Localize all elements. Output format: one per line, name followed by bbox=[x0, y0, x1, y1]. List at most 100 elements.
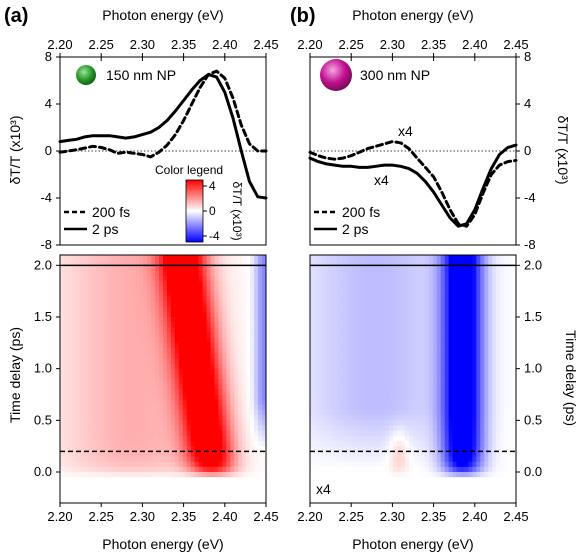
heatmap-cell bbox=[182, 286, 188, 292]
heatmap-cell bbox=[436, 410, 442, 416]
heatmap-cell bbox=[341, 394, 347, 401]
heatmap-cell bbox=[409, 317, 414, 323]
heatmap-cell bbox=[440, 311, 446, 318]
heatmap-cell bbox=[313, 301, 319, 308]
heatmap-cell bbox=[512, 379, 516, 385]
heatmap-cell bbox=[500, 441, 505, 447]
heatmap-cell bbox=[99, 410, 105, 416]
heatmap-cell bbox=[151, 358, 156, 365]
heatmap-cell bbox=[409, 311, 414, 318]
heatmap-cell bbox=[238, 430, 243, 437]
heatmap-cell bbox=[182, 342, 188, 349]
heatmap-cell bbox=[512, 327, 516, 334]
heatmap-cell bbox=[170, 348, 176, 354]
heatmap-cell bbox=[87, 270, 93, 277]
heatmap-cell bbox=[341, 384, 347, 390]
heatmap-cell bbox=[95, 322, 101, 328]
heatmap-cell bbox=[361, 446, 367, 452]
heatmap-cell bbox=[341, 477, 347, 483]
heatmap-cell bbox=[107, 446, 113, 452]
heatmap-cell bbox=[496, 306, 501, 313]
heatmap-cell bbox=[214, 410, 220, 416]
heatmap-cell bbox=[488, 456, 493, 463]
heatmap-cell bbox=[186, 306, 192, 313]
heatmap-cell bbox=[397, 451, 402, 458]
heatmap-cell bbox=[512, 441, 516, 447]
heatmap-cell bbox=[484, 497, 489, 503]
heatmap-cell bbox=[107, 327, 113, 334]
heatmap-cell bbox=[250, 441, 255, 447]
heatmap-cell bbox=[159, 451, 164, 458]
heatmap-cell bbox=[409, 430, 414, 437]
heatmap-cell bbox=[155, 399, 160, 406]
heatmap-cell bbox=[71, 466, 77, 473]
heatmap-cell bbox=[99, 342, 105, 349]
heatmap-cell bbox=[413, 435, 418, 442]
heatmap-cell bbox=[377, 441, 382, 447]
heatmap-cell bbox=[250, 353, 255, 359]
heatmap-cell bbox=[496, 363, 501, 370]
heatmap-cell bbox=[234, 441, 239, 447]
heatmap-cell bbox=[194, 451, 200, 458]
heatmap-cell bbox=[333, 296, 339, 303]
heatmap-cell bbox=[95, 472, 101, 478]
heatmap-cell bbox=[369, 358, 374, 365]
heatmap-cell bbox=[369, 348, 374, 354]
heatmap-cell bbox=[119, 399, 124, 406]
heatmap-cell bbox=[194, 492, 200, 499]
heatmap-cell bbox=[488, 353, 493, 359]
heatmap-cell bbox=[135, 332, 140, 339]
heatmap-cell bbox=[103, 441, 109, 447]
heatmap-cell bbox=[123, 389, 128, 396]
heatmap-cell bbox=[456, 260, 462, 266]
heatmap-cell bbox=[389, 337, 394, 344]
heatmap-cell bbox=[321, 379, 327, 385]
heatmap-cell bbox=[107, 420, 113, 427]
heatmap-cell bbox=[365, 379, 371, 385]
heatmap-cell bbox=[500, 482, 505, 489]
heatmap-cell bbox=[365, 451, 371, 458]
heatmap-cell bbox=[206, 260, 212, 266]
heatmap-cell bbox=[361, 301, 367, 308]
heatmap-cell bbox=[448, 255, 454, 261]
heatmap-cell bbox=[369, 430, 374, 437]
heatmap-cell bbox=[159, 255, 164, 261]
heatmap-cell bbox=[420, 327, 426, 334]
heatmap-cell bbox=[480, 311, 485, 318]
heatmap-cell bbox=[428, 415, 434, 421]
heatmap-cell bbox=[178, 265, 184, 272]
heatmap-cell bbox=[317, 327, 323, 334]
heatmap-cell bbox=[143, 435, 148, 442]
heatmap-cell bbox=[174, 342, 180, 349]
heatmap-cell bbox=[123, 322, 128, 328]
heatmap-cell bbox=[504, 260, 509, 266]
heatmap-cell bbox=[464, 286, 470, 292]
heatmap-cell bbox=[420, 451, 426, 458]
heatmap-cell bbox=[452, 384, 458, 390]
heatmap-cell bbox=[416, 286, 422, 292]
heatmap-cell bbox=[436, 255, 442, 261]
heatmap-cell bbox=[246, 492, 251, 499]
heatmap-cell bbox=[242, 399, 247, 406]
heatmap-cell bbox=[329, 466, 335, 473]
heatmap-cell bbox=[87, 291, 93, 297]
heatmap-cell bbox=[60, 348, 65, 354]
heatmap-cell bbox=[357, 348, 363, 354]
heatmap-cell bbox=[440, 348, 446, 354]
heatmap-cell bbox=[60, 404, 65, 411]
heatmap-cell bbox=[218, 353, 224, 359]
heatmap-cell bbox=[79, 446, 85, 452]
heatmap-cell bbox=[210, 255, 216, 261]
heatmap-cell bbox=[99, 461, 105, 468]
heatmap-cell bbox=[321, 430, 327, 437]
heatmap-cell bbox=[424, 260, 430, 266]
heatmap-cell bbox=[238, 368, 243, 375]
heatmap-cell bbox=[345, 368, 351, 375]
heatmap-cell bbox=[337, 389, 343, 396]
heatmap-cell bbox=[416, 472, 422, 478]
heatmap-cell bbox=[226, 265, 231, 272]
heatmap-cell bbox=[436, 415, 442, 421]
heatmap-cell bbox=[432, 368, 438, 375]
heatmap-cell bbox=[198, 306, 204, 313]
heatmap-cell bbox=[139, 487, 144, 494]
